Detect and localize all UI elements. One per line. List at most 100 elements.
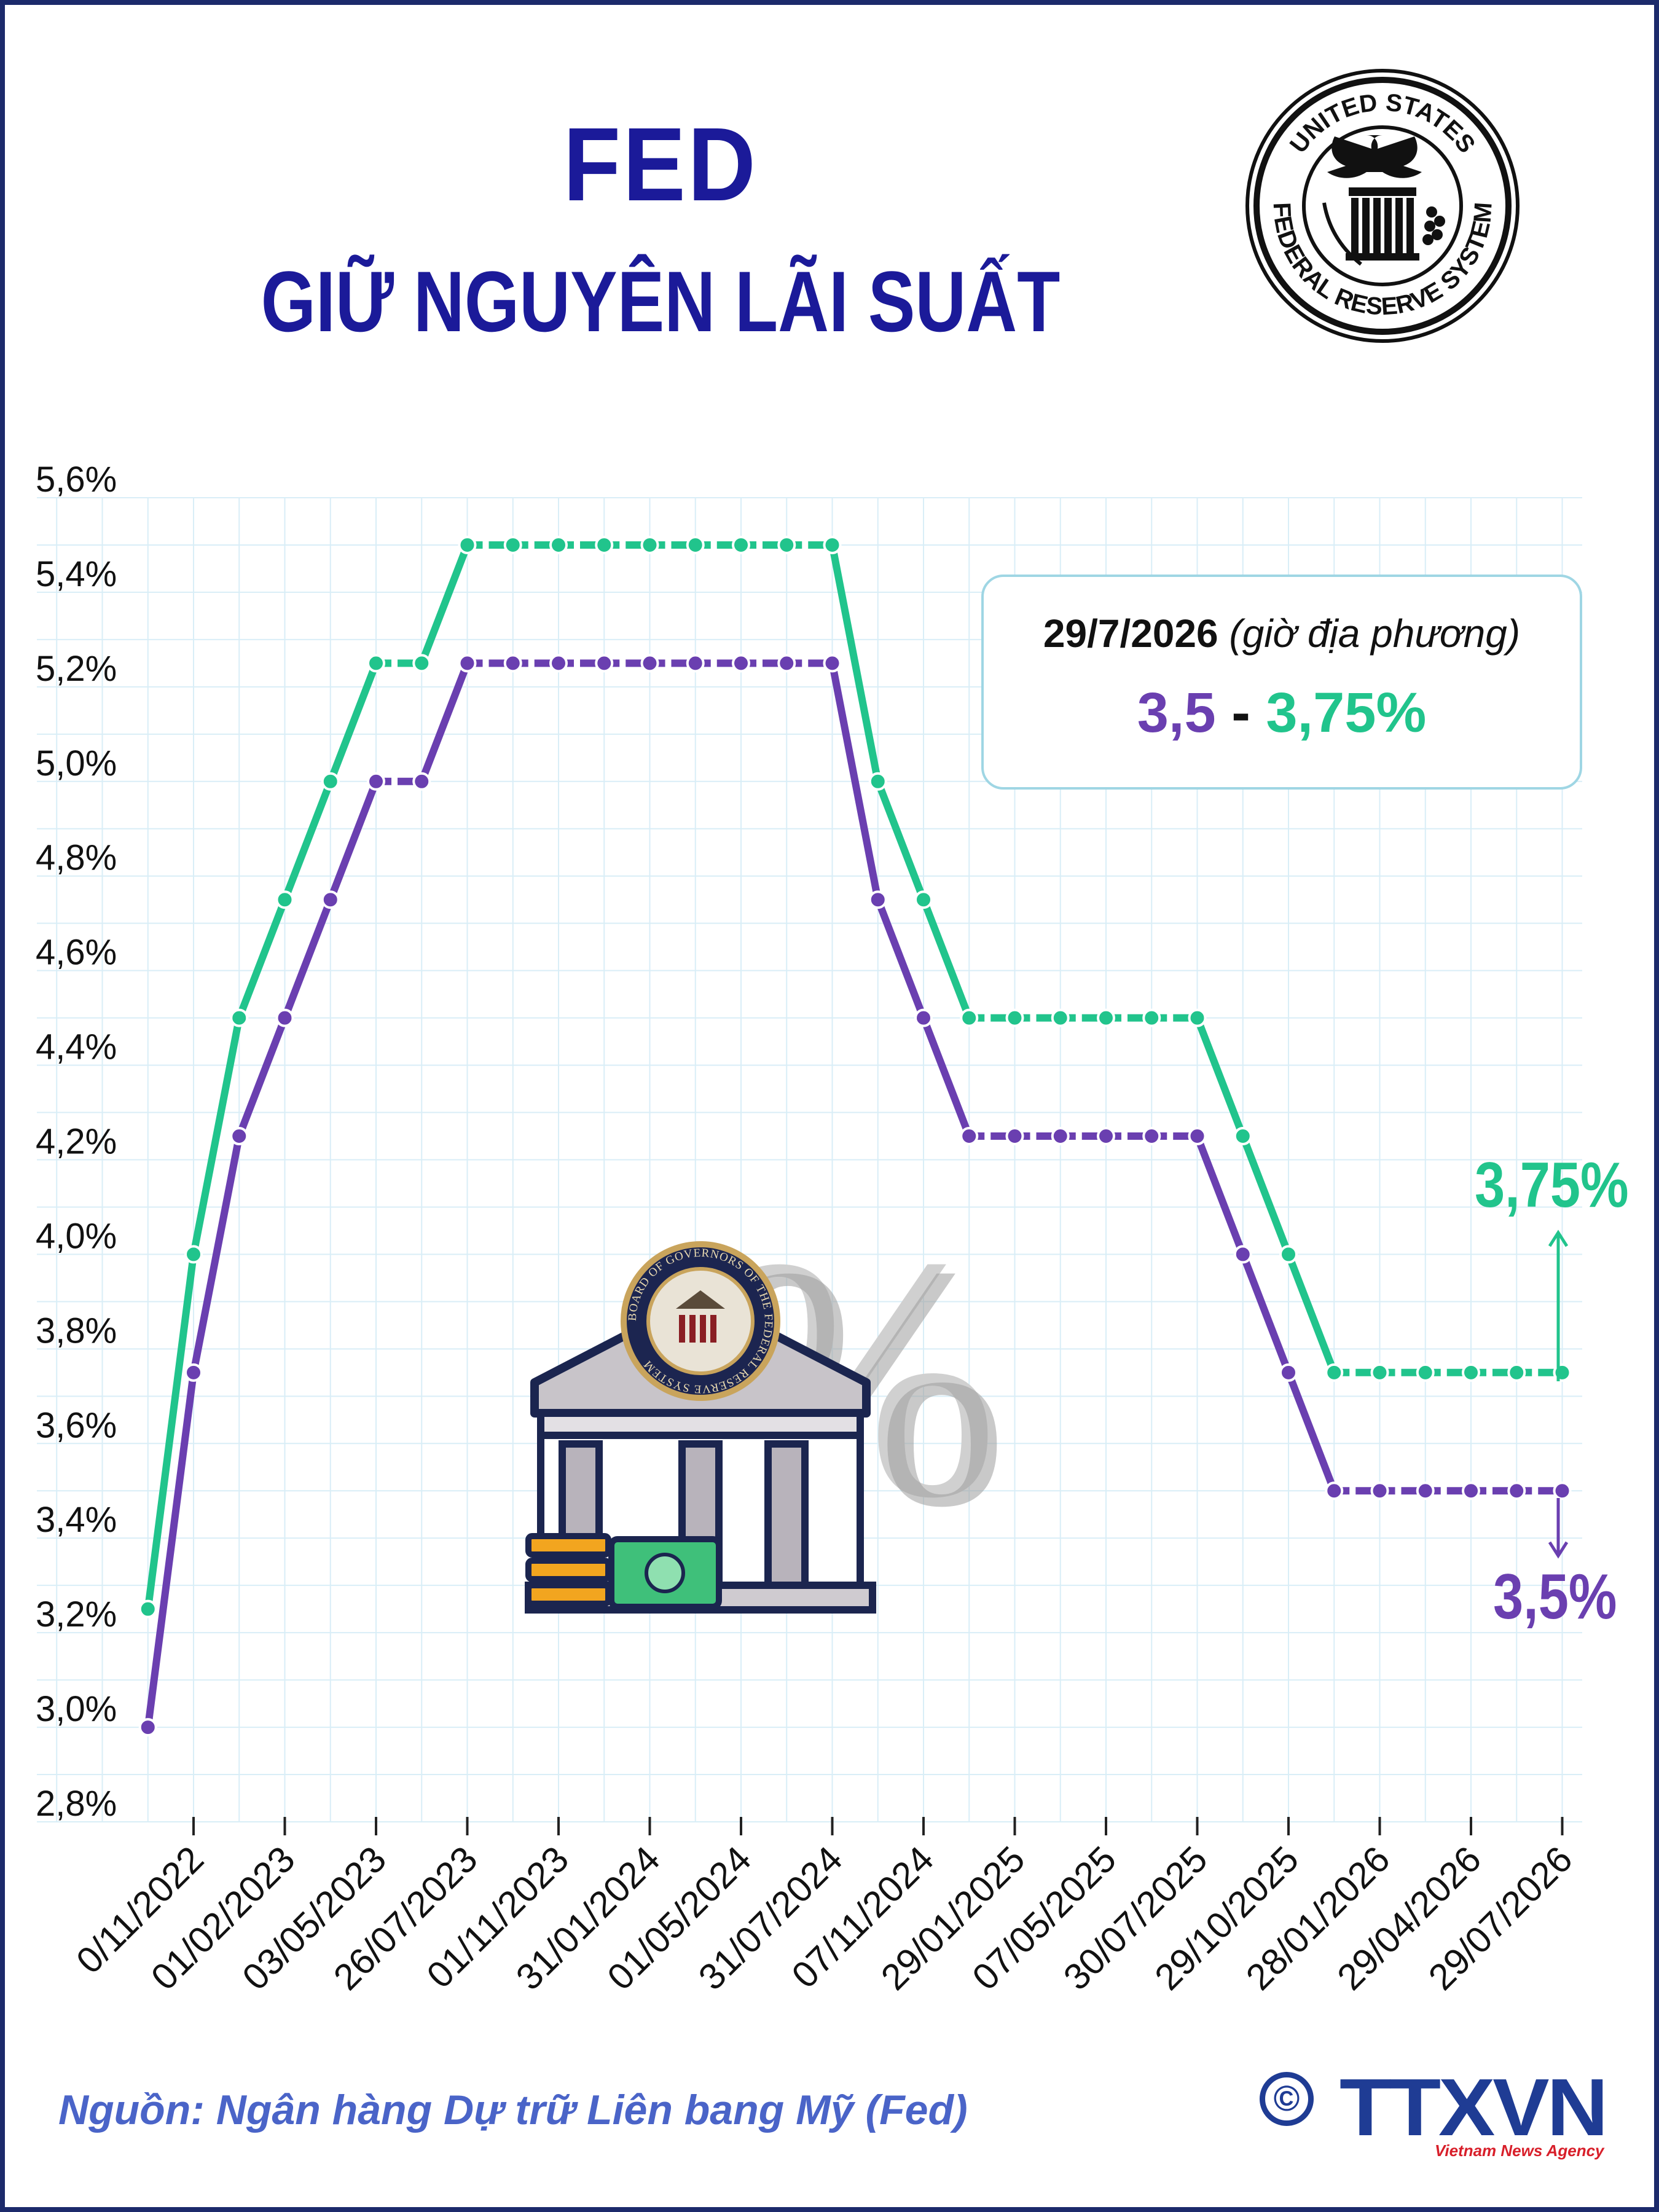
bank-illustration: % % BOARD OF GOVERNORS OF THE [525, 1187, 1008, 1614]
y-tick-label: 3,4% [36, 1500, 117, 1540]
data-point-upper [960, 1008, 979, 1027]
data-point-upper [503, 535, 522, 554]
data-point-upper [549, 535, 568, 554]
copyright-icon: © [1260, 2072, 1314, 2126]
data-point-upper [1051, 1008, 1070, 1027]
data-point-lower [367, 772, 385, 791]
y-tick-label: 3,6% [36, 1405, 117, 1445]
rate-callout-box: 29/7/2026 (giờ địa phương) 3,5 - 3,75% [981, 575, 1582, 790]
source-note: Nguồn: Ngân hàng Dự trữ Liên bang Mỹ (Fe… [58, 2087, 968, 2133]
y-tick-label: 5,4% [36, 554, 117, 594]
callout-date: 29/7/2026 [1043, 611, 1218, 656]
data-point-upper [914, 890, 933, 909]
data-point-lower [595, 654, 614, 673]
data-point-upper [686, 535, 705, 554]
data-point-lower [868, 890, 887, 909]
callout-dash: - [1231, 681, 1250, 744]
y-tick-label: 3,2% [36, 1594, 117, 1634]
data-point-lower [1233, 1245, 1252, 1264]
data-point-lower [640, 654, 659, 673]
data-point-upper [1142, 1008, 1161, 1027]
data-point-upper [367, 654, 385, 673]
data-point-lower [1553, 1481, 1572, 1500]
data-point-upper [823, 535, 842, 554]
y-axis: 5,6% 5,4% 5,2% 5,0% 4,8% 4,6% 4,4% 4,2% 4,0% 3,8%… [36, 460, 117, 1824]
data-point-upper [1233, 1127, 1252, 1146]
data-point-lower [275, 1008, 294, 1027]
y-tick-label: 4,8% [36, 838, 117, 878]
data-point-upper [777, 535, 796, 554]
data-point-upper [640, 535, 659, 554]
x-axis: 0/11/202201/02/202303/05/202326/07/20230… [68, 1817, 1580, 1998]
callout-date-note: (giờ địa phương) [1229, 611, 1521, 656]
y-tick-label: 4,4% [36, 1027, 117, 1067]
data-point-lower [686, 654, 705, 673]
y-tick-label: 5,2% [36, 649, 117, 689]
data-point-lower [1188, 1127, 1207, 1146]
data-point-lower [1051, 1127, 1070, 1146]
callout-low-rate: 3,5 [1137, 681, 1216, 744]
data-point-upper [1462, 1363, 1480, 1382]
data-point-upper [1370, 1363, 1389, 1382]
data-point-lower [1370, 1481, 1389, 1500]
end-label-upper: 3,75% [1475, 1150, 1629, 1221]
y-tick-label: 4,6% [36, 933, 117, 973]
data-point-lower [1279, 1363, 1298, 1382]
data-point-lower [138, 1718, 157, 1737]
y-tick-label: 2,8% [36, 1784, 117, 1824]
y-tick-label: 3,0% [36, 1689, 117, 1729]
data-point-upper [230, 1008, 249, 1027]
data-point-upper [1005, 1008, 1024, 1027]
data-point-lower [777, 654, 796, 673]
data-point-upper [412, 654, 431, 673]
data-point-lower [1462, 1481, 1480, 1500]
callout-high-rate: 3,75% [1266, 681, 1427, 744]
data-point-upper [275, 890, 294, 909]
data-point-lower [914, 1008, 933, 1027]
federal-reserve-seal-logo: UNITED STATES FEDERAL RESERVE SYSTEM [1245, 69, 1520, 343]
data-point-lower [960, 1127, 979, 1146]
data-point-lower [1005, 1127, 1024, 1146]
data-point-upper [1416, 1363, 1435, 1382]
data-point-lower [1142, 1127, 1161, 1146]
data-point-upper [138, 1599, 157, 1618]
data-point-lower [321, 890, 340, 909]
data-point-upper [184, 1245, 203, 1264]
page-subtitle: GIỮ NGUYÊN LÃI SUẤT [261, 253, 1061, 350]
y-tick-label: 3,8% [36, 1311, 117, 1351]
data-point-upper [732, 535, 750, 554]
y-tick-label: 4,2% [36, 1122, 117, 1162]
data-point-lower [412, 772, 431, 791]
data-point-lower [732, 654, 750, 673]
callout-rate-range: 3,5 - 3,75% [984, 681, 1580, 745]
end-arrows [1548, 1230, 1569, 1559]
data-point-lower [1507, 1481, 1526, 1500]
data-point-lower [184, 1363, 203, 1382]
data-point-upper [1553, 1363, 1572, 1382]
data-point-upper [1325, 1363, 1344, 1382]
ttxvn-logo: TTXVN [1339, 2062, 1609, 2152]
ttxvn-logo-subtitle: Vietnam News Agency [1435, 2141, 1604, 2160]
data-point-upper [1279, 1245, 1298, 1264]
data-point-lower [458, 654, 477, 673]
data-point-lower [823, 654, 842, 673]
data-point-lower [1325, 1481, 1344, 1500]
end-label-lower: 3,5% [1493, 1561, 1617, 1633]
data-point-lower [230, 1127, 249, 1146]
page-title: FED [563, 106, 758, 223]
y-tick-label: 4,0% [36, 1216, 117, 1256]
data-point-lower [1097, 1127, 1115, 1146]
data-point-lower [549, 654, 568, 673]
data-point-upper [1188, 1008, 1207, 1027]
data-point-lower [503, 654, 522, 673]
y-tick-label: 5,6% [36, 460, 117, 500]
data-point-lower [1416, 1481, 1435, 1500]
data-point-upper [595, 535, 614, 554]
data-point-upper [868, 772, 887, 791]
data-point-upper [1097, 1008, 1115, 1027]
callout-date-line: 29/7/2026 (giờ địa phương) [984, 611, 1580, 656]
y-tick-label: 5,0% [36, 743, 117, 783]
data-point-upper [1507, 1363, 1526, 1382]
